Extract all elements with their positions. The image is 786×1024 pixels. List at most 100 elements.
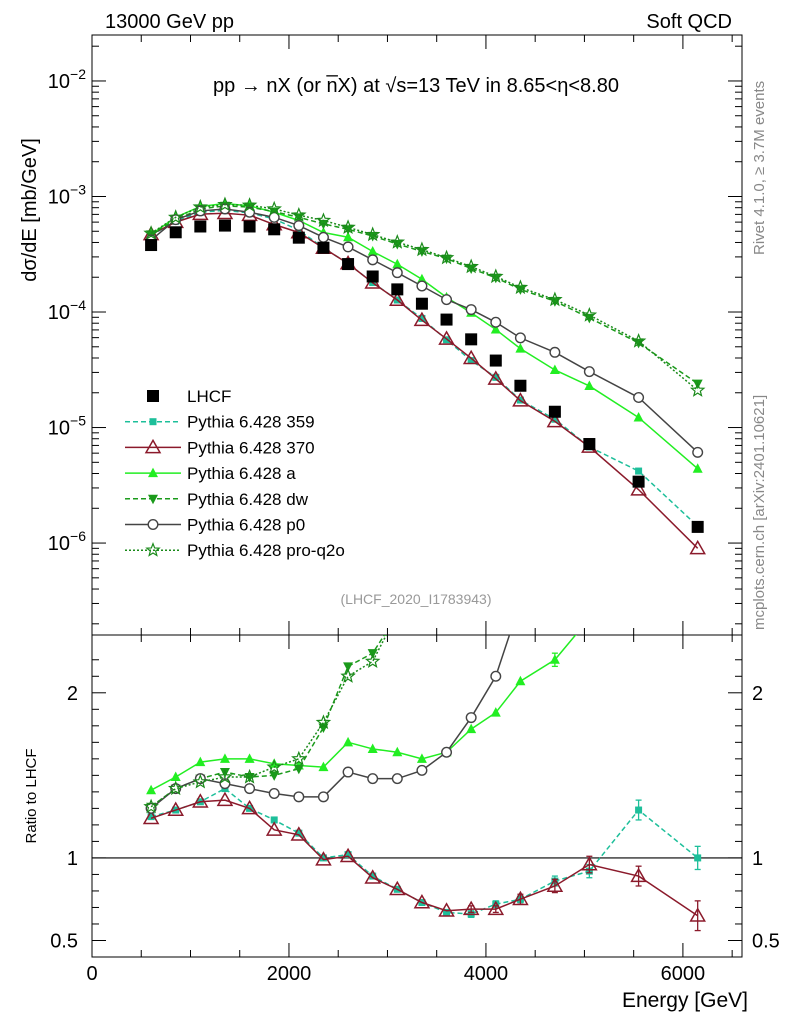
- series-point-pa: [549, 364, 560, 374]
- star-marker: [488, 268, 504, 284]
- circle-marker: [416, 280, 428, 292]
- star-marker: [217, 196, 233, 212]
- ratio-point-ppro: [465, 323, 477, 335]
- legend-label-p370: Pythia 6.428 370: [187, 438, 315, 457]
- square-marker: [194, 220, 207, 233]
- triangle-marker: [339, 847, 357, 863]
- triangle-marker: [416, 753, 427, 763]
- axes: 10−6 10−5 10−4 10−3 10−2 0.5 0.5 1 1 2 2 0 2000 4000 6…: [48, 35, 780, 985]
- ratio-point-pa: [343, 736, 354, 747]
- ratio-point-pa: [693, 489, 703, 499]
- ratio-point-pa: [515, 675, 526, 686]
- series-point-ppro: [167, 209, 184, 224]
- circle-marker: [692, 446, 704, 458]
- triangle-marker: [549, 654, 560, 664]
- square-marker: [635, 467, 643, 475]
- series-point-p359: [418, 314, 426, 322]
- square-marker: [467, 357, 475, 365]
- star-marker: [416, 546, 428, 558]
- ratio-point-ppro: [315, 714, 332, 730]
- square-marker: [243, 220, 256, 233]
- ratio-point-pa: [466, 723, 477, 734]
- star-marker: [192, 198, 209, 214]
- series-point-pa: [515, 343, 526, 353]
- y-tick-label: 10−3: [48, 181, 86, 208]
- ratio-point-pa: [219, 753, 230, 763]
- header-left: 13000 GeV pp: [105, 11, 234, 33]
- triangle-down-marker: [148, 494, 158, 505]
- data-point-lhcf: [194, 220, 207, 233]
- star-marker: [241, 768, 258, 784]
- star-marker: [465, 323, 477, 335]
- triangle-marker: [689, 539, 706, 555]
- ratio-point-ppro: [143, 798, 159, 814]
- triangle-marker: [512, 392, 529, 407]
- triangle-marker: [462, 900, 480, 916]
- star-marker: [291, 750, 307, 766]
- series-point-p370: [487, 370, 505, 385]
- circle-marker: [147, 519, 159, 531]
- ratio-point-pp0: [244, 783, 256, 795]
- series-point-p370: [689, 539, 706, 555]
- square-marker: [694, 854, 702, 862]
- data-point-lhcf: [391, 283, 404, 296]
- x-tick-label: 4000: [464, 963, 509, 985]
- triangle-marker: [546, 412, 564, 428]
- series-point-ppro: [291, 206, 307, 222]
- main-series: [142, 196, 706, 555]
- series-point-ppro: [438, 249, 455, 265]
- legend-label-p359: Pythia 6.428 359: [187, 413, 315, 432]
- square-marker: [514, 379, 527, 392]
- triangle-marker: [392, 258, 403, 269]
- series-point-pp0: [692, 446, 704, 458]
- triangle-marker: [216, 791, 234, 807]
- legend-label-pa: Pythia 6.428 a: [187, 464, 296, 483]
- ratio-point-pdw: [392, 611, 402, 621]
- triangle-marker: [689, 907, 706, 922]
- triangle-down-marker: [269, 771, 280, 781]
- data-point-lhcf: [243, 220, 256, 233]
- series-point-pp0: [549, 346, 561, 358]
- circle-marker: [633, 391, 645, 403]
- circle-marker: [550, 523, 560, 533]
- triangle-marker: [241, 799, 258, 815]
- triangle-marker: [487, 900, 505, 916]
- y-tick-label: 10−2: [48, 66, 86, 93]
- rivet-label: Rivet 4.1.0, ≥ 3.7M events: [751, 81, 768, 255]
- ratio-point-pp0: [268, 788, 280, 800]
- data-point-lhcf: [366, 270, 379, 283]
- star-marker: [630, 332, 647, 348]
- star-marker: [241, 197, 258, 212]
- data-point-lhcf: [632, 475, 645, 488]
- series-point-ppro: [315, 212, 332, 228]
- ratio-point-pp0: [367, 773, 379, 785]
- circle-marker: [293, 220, 305, 232]
- ratio-point-pp0: [391, 773, 403, 785]
- triangle-marker: [364, 869, 381, 884]
- square-marker: [317, 241, 330, 254]
- star-marker: [389, 234, 406, 249]
- plot-title: pp → nX (or n̅X) at √s=13 TeV in 8.65<η<…: [213, 74, 619, 97]
- ratio-point-ppro: [217, 768, 233, 784]
- triangle-marker: [219, 753, 230, 763]
- square-marker: [415, 297, 428, 310]
- triangle-marker: [343, 736, 354, 747]
- series-point-pa: [343, 231, 354, 242]
- ratio-panel-frame: [91, 634, 743, 958]
- triangle-down-marker: [417, 557, 427, 567]
- ratio-point-p370: [630, 867, 647, 883]
- circle-marker: [583, 366, 595, 378]
- triangle-down-marker: [442, 474, 452, 484]
- circle-marker: [317, 791, 329, 803]
- series-point-pa: [367, 246, 378, 256]
- star-marker: [291, 206, 307, 222]
- circle-marker: [391, 773, 403, 785]
- series-point-ppro: [241, 197, 258, 212]
- star-marker: [414, 241, 430, 257]
- series-point-p370: [630, 481, 647, 496]
- data-point-lhcf: [514, 379, 527, 392]
- ratio-point-ppro: [490, 141, 502, 153]
- ratio-tick-label: 0.5: [50, 930, 78, 952]
- legend-label-pp0: Pythia 6.428 p0: [187, 516, 305, 535]
